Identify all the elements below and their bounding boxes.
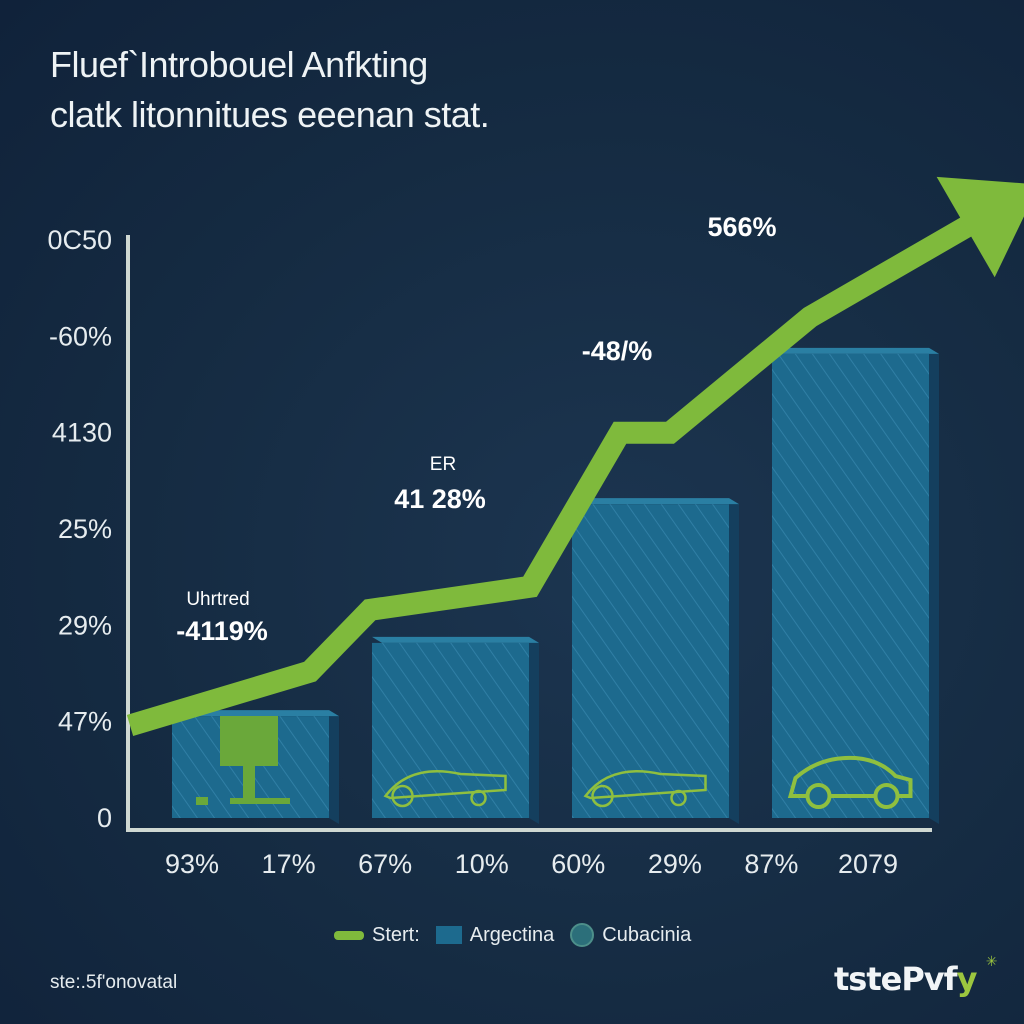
logo-accent: y [956, 960, 978, 998]
data-label-value: -4119% [176, 616, 268, 646]
bar [572, 498, 739, 824]
data-label-value: 41 28% [394, 484, 486, 514]
data-label-caption: ER [430, 454, 456, 475]
y-tick-label: 25% [58, 514, 112, 544]
trend-layer [126, 176, 1024, 737]
bar-top [372, 636, 539, 643]
data-label-value: -48/% [582, 336, 653, 366]
brand-logo: tstePvfy ✳ [834, 954, 997, 998]
y-tick-label: 47% [58, 707, 112, 737]
bar-side [929, 347, 939, 824]
x-tick-label: 29% [648, 849, 702, 879]
title-line-2: clatk litonnitues eeenan stat. [50, 94, 490, 135]
x-tick-label: 2079 [838, 849, 898, 879]
pedestal-icon [196, 716, 290, 805]
source-note: ste:.5f'onovatal [50, 972, 178, 993]
legend: Stert: Argectina Cubacinia [334, 920, 691, 950]
chart-title: Fluef`Introbouel Anfkting clatk litonnit… [50, 40, 490, 140]
car-sketch-icon [383, 770, 507, 808]
data-label-value: 566% [707, 212, 776, 242]
x-tick-label: 87% [744, 849, 798, 879]
y-tick-label: 29% [58, 610, 112, 640]
legend-label-circle: Cubacinia [602, 923, 692, 946]
circle-swatch-icon [570, 923, 595, 947]
leaf-icon: ✳ [985, 954, 998, 970]
car-sketch-icon [583, 770, 707, 808]
bar [372, 636, 539, 824]
trend-line [126, 215, 976, 737]
logo-text: tstePvf [834, 960, 958, 998]
bar-hatch [572, 504, 729, 818]
bar [772, 347, 939, 824]
bar-top [572, 498, 739, 505]
bar-side [529, 636, 539, 824]
car-icon [787, 755, 913, 809]
x-tick-label: 60% [551, 849, 605, 879]
data-labels: Uhrtred -4119% ER 41 28% -48/% 566% [176, 212, 776, 646]
bar-side [329, 710, 339, 824]
bar-hatch [372, 642, 529, 818]
x-tick-label: 10% [455, 849, 509, 879]
bar-top [772, 347, 939, 354]
legend-item-bars: Argectina [435, 923, 555, 947]
y-tick-label: 4130 [52, 418, 112, 448]
legend-label-trend: Stert: [372, 923, 420, 946]
trend-swatch-icon [334, 930, 364, 940]
x-tick-label: 17% [262, 849, 316, 879]
y-tick-label: 0C50 [47, 225, 112, 255]
legend-label-bars: Argectina [469, 923, 555, 946]
data-label-caption: Uhrtred [186, 589, 249, 610]
legend-item-circle: Cubacinia [570, 923, 691, 947]
bar-swatch-icon [435, 926, 462, 944]
axes [126, 235, 932, 832]
bar-hatch [772, 353, 929, 818]
title-line-1: Fluef`Introbouel Anfkting [50, 44, 428, 85]
y-tick-label: 0 [97, 803, 112, 833]
x-tick-label: 67% [358, 849, 412, 879]
trend-arrowhead [936, 176, 1024, 278]
x-tick-label: 93% [165, 849, 219, 879]
bars-layer [172, 347, 939, 824]
legend-item-trend: Stert: [334, 924, 420, 947]
bar-side [729, 498, 739, 824]
ticks: 0 47% 29% 25% 4130 -60% 0C50 93% 17% 67% 10% 60% 29%… [47, 225, 898, 879]
y-tick-label: -60% [49, 321, 112, 351]
icons-layer [196, 716, 913, 809]
